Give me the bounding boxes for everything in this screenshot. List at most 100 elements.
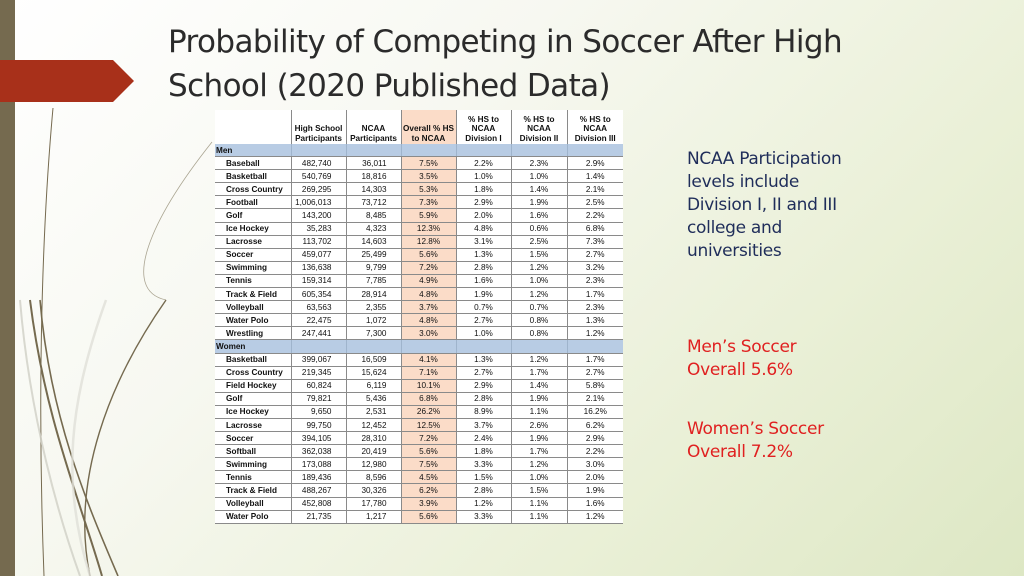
cell-ncaa-participants: 18,816: [345, 169, 401, 184]
cell-ncaa-participants: 5,436: [345, 392, 401, 406]
cell-div1-pct: 2.4%: [455, 431, 511, 446]
cell-div3-pct: 2.1%: [566, 392, 623, 406]
cell-div1-pct: 2.7%: [455, 366, 511, 380]
table-row: Basketball 540,769 18,816 3.5% 1.0% 1.0% 1.4%: [215, 169, 623, 184]
cell-div1-pct: 3.1%: [455, 235, 511, 249]
cell-div2-pct: 2.5%: [510, 235, 567, 249]
cell-div3-pct: 1.4%: [566, 169, 623, 184]
cell-div2-pct: 1.2%: [510, 457, 567, 472]
cell-hs-participants: 9,650: [290, 405, 346, 419]
womens-soccer-callout: Women’s Soccer Overall 7.2%: [687, 419, 824, 462]
cell-sport: Volleyball: [215, 300, 291, 315]
cell-hs-participants: 362,038: [290, 444, 346, 459]
table-row: Basketball 399,067 16,509 4.1% 1.3% 1.2% 1.7%: [215, 353, 623, 367]
cell-overall-pct: 3.0%: [400, 326, 456, 341]
section-cell: [510, 339, 567, 354]
cell-div1-pct: 2.8%: [455, 483, 511, 498]
cell-hs-participants: 605,354: [290, 287, 346, 302]
table-row: Water Polo 22,475 1,072 4.8% 2.7% 0.8% 1.3%: [215, 313, 623, 328]
section-cell: [400, 339, 456, 354]
cell-ncaa-participants: 12,452: [345, 418, 401, 433]
cell-div2-pct: 1.0%: [510, 470, 567, 485]
cell-sport: Basketball: [215, 353, 291, 367]
section-cell: [345, 339, 401, 354]
cell-div3-pct: 1.2%: [566, 326, 623, 341]
cell-ncaa-participants: 12,980: [345, 457, 401, 472]
cell-ncaa-participants: 1,217: [345, 510, 401, 524]
cell-ncaa-participants: 36,011: [345, 156, 401, 171]
cell-sport: Track & Field: [215, 287, 291, 302]
cell-hs-participants: 21,735: [290, 510, 346, 524]
cell-div3-pct: 2.2%: [566, 444, 623, 459]
cell-div2-pct: 0.7%: [510, 300, 567, 315]
header-overall-pct: Overall % HS to NCAA: [400, 110, 456, 144]
cell-div1-pct: 2.9%: [455, 379, 511, 393]
cell-overall-pct: 5.6%: [400, 510, 456, 524]
header-sport: [215, 110, 291, 144]
cell-ncaa-participants: 14,603: [345, 235, 401, 249]
cell-overall-pct: 4.8%: [400, 313, 456, 328]
cell-hs-participants: 540,769: [290, 169, 346, 184]
cell-div2-pct: 1.0%: [510, 169, 567, 184]
cell-hs-participants: 35,283: [290, 222, 346, 236]
cell-ncaa-participants: 7,300: [345, 326, 401, 341]
cell-div2-pct: 1.1%: [510, 405, 567, 419]
table-row: Water Polo 21,735 1,217 5.6% 3.3% 1.1% 1.2%: [215, 510, 623, 524]
cell-sport: Golf: [215, 208, 291, 223]
cell-sport: Water Polo: [215, 313, 291, 328]
cell-hs-participants: 452,808: [290, 497, 346, 511]
table-row: Cross Country 219,345 15,624 7.1% 2.7% 1.7% 2.…: [215, 366, 623, 380]
cell-div2-pct: 1.1%: [510, 497, 567, 511]
header-div3-pct: % HS to NCAA Division III: [566, 110, 623, 144]
table-row: Tennis 159,314 7,785 4.9% 1.6% 1.0% 2.3%: [215, 274, 623, 289]
cell-sport: Tennis: [215, 470, 291, 485]
cell-div2-pct: 1.5%: [510, 483, 567, 498]
table-row: Soccer 394,105 28,310 7.2% 2.4% 1.9% 2.9%: [215, 431, 623, 446]
cell-sport: Tennis: [215, 274, 291, 289]
cell-div3-pct: 16.2%: [566, 405, 623, 419]
cell-overall-pct: 5.3%: [400, 182, 456, 197]
cell-sport: Water Polo: [215, 510, 291, 524]
cell-div1-pct: 1.3%: [455, 248, 511, 262]
section-label: Women: [215, 339, 291, 354]
table-row: Lacrosse 113,702 14,603 12.8% 3.1% 2.5% 7.3%: [215, 235, 623, 249]
cell-div1-pct: 2.0%: [455, 208, 511, 223]
cell-div2-pct: 0.8%: [510, 326, 567, 341]
section-cell: [510, 144, 567, 158]
ncaa-levels-note: NCAA Participation levels include Divisi…: [687, 149, 842, 261]
cell-overall-pct: 4.5%: [400, 470, 456, 485]
table-row: Track & Field 488,267 30,326 6.2% 2.8% 1.5% 1.…: [215, 483, 623, 498]
cell-div1-pct: 2.8%: [455, 392, 511, 406]
cell-div2-pct: 2.6%: [510, 418, 567, 433]
header-div2-pct: % HS to NCAA Division II: [510, 110, 567, 144]
section-cell: [290, 144, 346, 158]
table-row: Cross Country 269,295 14,303 5.3% 1.8% 1.4% 2.…: [215, 182, 623, 197]
cell-ncaa-participants: 8,596: [345, 470, 401, 485]
cell-overall-pct: 7.5%: [400, 457, 456, 472]
cell-ncaa-participants: 8,485: [345, 208, 401, 223]
title-arrow-icon: [0, 60, 134, 102]
table-row: Wrestling 247,441 7,300 3.0% 1.0% 0.8% 1.2%: [215, 326, 623, 341]
cell-sport: Golf: [215, 392, 291, 406]
cell-div3-pct: 6.8%: [566, 222, 623, 236]
cell-div2-pct: 1.7%: [510, 444, 567, 459]
cell-div2-pct: 1.9%: [510, 392, 567, 406]
cell-div3-pct: 1.2%: [566, 510, 623, 524]
cell-sport: Ice Hockey: [215, 405, 291, 419]
cell-div3-pct: 2.5%: [566, 195, 623, 210]
table-row: Volleyball 63,563 2,355 3.7% 0.7% 0.7% 2.3%: [215, 300, 623, 315]
section-label: Men: [215, 144, 291, 158]
cell-div3-pct: 3.2%: [566, 261, 623, 275]
cell-hs-participants: 459,077: [290, 248, 346, 262]
cell-div2-pct: 0.6%: [510, 222, 567, 236]
table-row: Swimming 173,088 12,980 7.5% 3.3% 1.2% 3.0%: [215, 457, 623, 472]
cell-div1-pct: 1.8%: [455, 444, 511, 459]
cell-hs-participants: 113,702: [290, 235, 346, 249]
cell-div1-pct: 1.3%: [455, 353, 511, 367]
cell-div3-pct: 1.7%: [566, 287, 623, 302]
cell-div2-pct: 1.2%: [510, 353, 567, 367]
cell-overall-pct: 3.7%: [400, 300, 456, 315]
cell-sport: Cross Country: [215, 182, 291, 197]
table-row: Baseball 482,740 36,011 7.5% 2.2% 2.3% 2.9%: [215, 156, 623, 171]
table-row: Swimming 136,638 9,799 7.2% 2.8% 1.2% 3.2%: [215, 261, 623, 275]
